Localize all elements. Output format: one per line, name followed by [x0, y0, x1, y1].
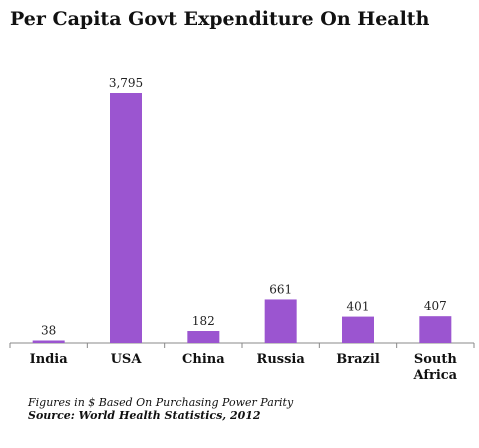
bar	[32, 340, 65, 343]
category-label: India	[30, 352, 69, 367]
category-label: Africa	[413, 368, 458, 383]
data-label: 407	[424, 299, 447, 313]
category-label: China	[182, 352, 225, 367]
bar	[419, 316, 452, 343]
category-label: Russia	[257, 352, 306, 367]
data-label: 401	[347, 300, 370, 314]
data-label: 182	[192, 314, 215, 328]
category-label: USA	[111, 352, 143, 367]
chart-footer: Figures in $ Based On Purchasing Power P…	[28, 396, 293, 422]
bar	[187, 331, 220, 343]
category-label: South	[414, 352, 458, 367]
data-label: 3,795	[109, 76, 143, 90]
data-label: 661	[269, 282, 292, 296]
chart-title: Per Capita Govt Expenditure On Health	[10, 8, 430, 30]
category-label: Brazil	[336, 352, 380, 367]
footnote: Figures in $ Based On Purchasing Power P…	[28, 396, 294, 409]
bar	[342, 316, 374, 343]
bar	[264, 299, 297, 343]
data-label: 38	[41, 323, 56, 337]
source-note: Source: World Health Statistics, 2012	[28, 409, 261, 422]
bar	[110, 93, 142, 343]
